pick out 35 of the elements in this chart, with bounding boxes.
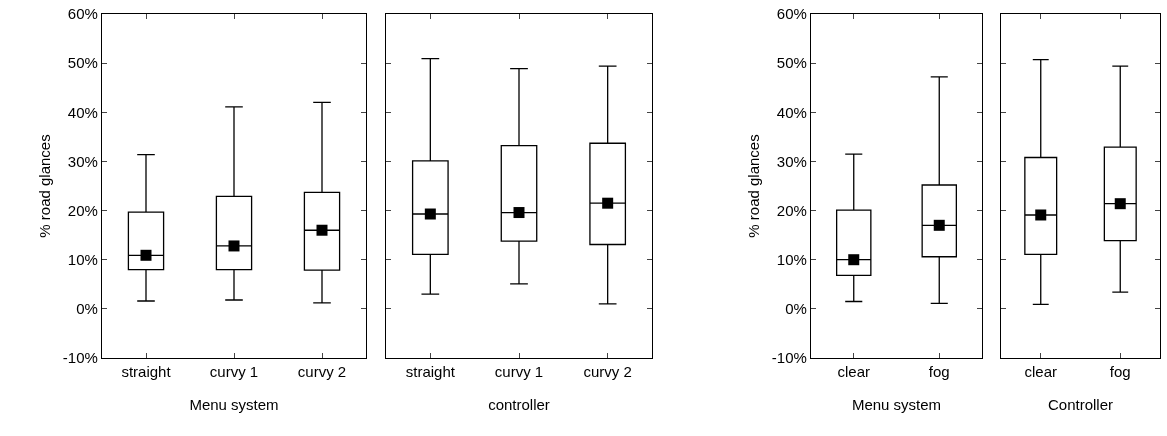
y-tick-label: 0% — [76, 300, 98, 318]
point — [228, 240, 240, 252]
y-tick-label: 20% — [67, 201, 98, 219]
y-tick-label: 0% — [785, 300, 807, 318]
y-tick-label: 60% — [67, 5, 98, 23]
y-tick-label: 30% — [67, 152, 98, 170]
y-tick-label: 40% — [67, 103, 98, 121]
x-tick-label: curvy 2 — [583, 363, 632, 381]
point — [316, 224, 328, 236]
x-tick-label: clear — [837, 363, 871, 381]
y-tick-label: 30% — [776, 152, 807, 170]
x-tick-label: fog — [928, 363, 950, 381]
x-tick-label: fog — [1109, 363, 1131, 381]
x-tick-label: curvy 2 — [297, 363, 347, 381]
y-tick-label: 10% — [67, 250, 98, 268]
y-tick-label: 50% — [776, 54, 807, 72]
x-axis-title: Menu system — [189, 396, 279, 414]
x-axis-title: Menu system — [851, 396, 942, 414]
y-tick-label: 10% — [776, 250, 807, 268]
y-tick-label: 50% — [67, 54, 98, 72]
x-tick-label: straight — [405, 363, 456, 381]
y-axis-title: % road glances — [36, 134, 54, 238]
x-axis-title: Controller — [1047, 396, 1114, 414]
y-axis-title: % road glances — [745, 134, 763, 238]
y-tick-label: -10% — [771, 349, 807, 367]
y-tick-label: -10% — [62, 349, 98, 367]
y-tick-label: 60% — [776, 5, 807, 23]
x-axis-title: controller — [488, 396, 550, 414]
x-tick-label: curvy 1 — [209, 363, 259, 381]
y-tick-label: 40% — [776, 103, 807, 121]
x-tick-label: straight — [121, 363, 172, 381]
x-tick-label: clear — [1024, 363, 1058, 381]
y-tick-label: 20% — [776, 201, 807, 219]
point — [140, 249, 152, 261]
x-tick-label: curvy 1 — [494, 363, 544, 381]
